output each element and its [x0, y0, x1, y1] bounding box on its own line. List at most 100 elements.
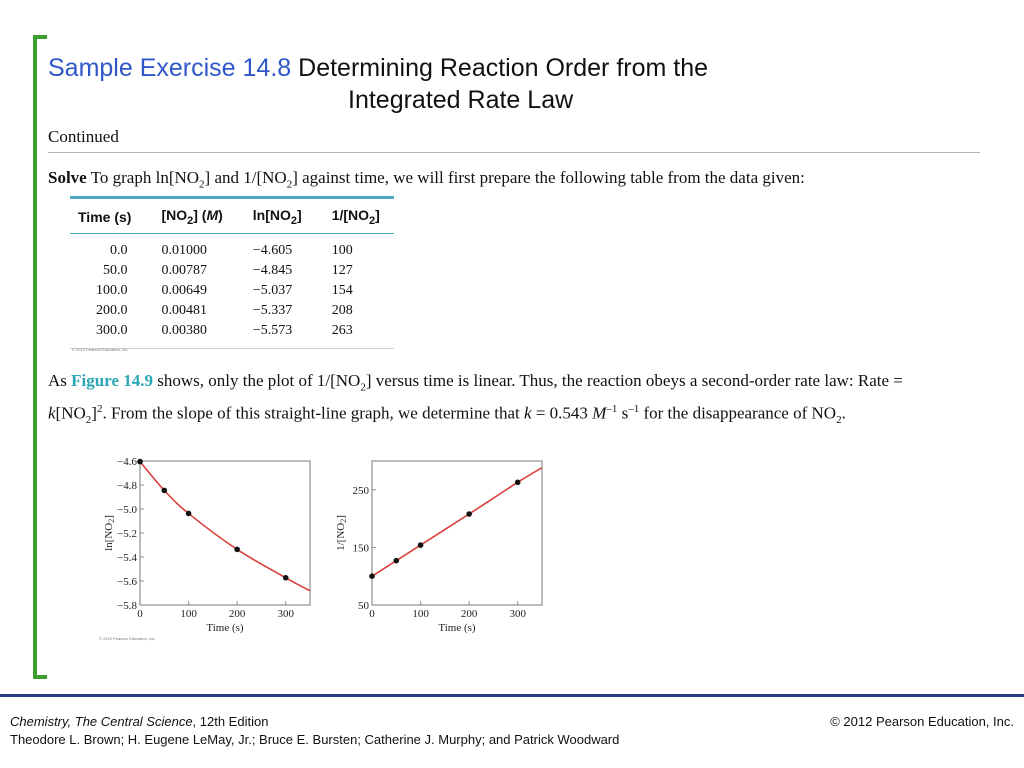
slide-bracket-bottom: [33, 675, 47, 679]
slide-title: Sample Exercise 14.8 Determining Reactio…: [48, 52, 868, 116]
y-tick-label: −5.2: [117, 528, 137, 540]
table-header-time: Time (s): [70, 196, 154, 234]
para-sup: 2: [96, 403, 103, 416]
figure-copyright: © 2012 Pearson Education, Inc.: [99, 636, 156, 641]
y-axis-label: 1/[NO2]: [335, 515, 348, 551]
x-tick-label: 100: [412, 608, 429, 620]
slide-bracket-vertical: [33, 35, 37, 679]
para-sup: –1: [606, 403, 618, 416]
title-line1: Determining Reaction Order from the: [298, 54, 709, 82]
footer-book-title: Chemistry, The Central Science: [10, 714, 193, 729]
data-point: [417, 542, 424, 548]
para-text: for the disappearance of NO: [639, 404, 837, 424]
table-cell: −5.037: [252, 282, 293, 298]
para-text: . From the slope of this straight-line g…: [102, 404, 525, 424]
table-cell: −5.573: [244, 320, 324, 349]
table-cell: −5.337: [252, 302, 293, 318]
table-cell: −4.605: [252, 242, 293, 258]
footer-copyright: © 2012 Pearson Education, Inc.: [830, 714, 1014, 729]
figure-link[interactable]: Figure 14.9: [71, 371, 154, 390]
table-cell: 0.00380: [153, 320, 245, 349]
y-tick-label: −4.8: [117, 480, 137, 492]
table-cell: 0.00649: [161, 282, 207, 298]
continued-label: Continued: [48, 127, 119, 146]
table-row: 0.0 0.01000 −4.605 100: [70, 233, 394, 261]
para-italic: M: [592, 404, 607, 424]
table-cell: 127: [331, 262, 353, 278]
title-line2: Integrated Rate Law: [348, 86, 574, 114]
para-italic: k: [48, 404, 56, 424]
footer-divider: [0, 694, 1024, 697]
table-cell: 0.01000: [161, 242, 207, 258]
title-prefix: Sample Exercise 14.8: [48, 54, 292, 82]
y-tick-label: 250: [353, 485, 370, 497]
solve-text: ] against time, we will first prepare th…: [292, 168, 805, 187]
y-tick-label: −4.6: [117, 456, 137, 468]
table-row: 100.0 0.00649 −5.037 154: [70, 281, 394, 301]
para-sub: 2: [836, 414, 842, 427]
inverse-no2-chart: 50 150 250 0 100 200 300 Time (s) 1/[NO2]: [335, 460, 543, 634]
table-header-inv: 1/[NO2]: [323, 196, 394, 234]
table-cell: 0.00481: [161, 302, 207, 318]
table-cell: −4.845: [252, 262, 293, 278]
para-italic: k: [524, 404, 532, 424]
y-tick-label: −5.6: [117, 576, 137, 588]
footer-book: Chemistry, The Central Science, 12th Edi…: [10, 714, 268, 729]
table-cell: 100.0: [95, 282, 128, 298]
para-sub: 2: [360, 381, 366, 394]
x-tick-label: 300: [509, 608, 526, 620]
para-sup: –1: [628, 403, 640, 416]
table-row: 300.0 0.00380 −5.573 263: [70, 320, 394, 349]
table-header-ln: ln[NO2]: [244, 196, 324, 234]
x-tick-label: 100: [180, 608, 197, 620]
para-text: shows, only the plot of 1/[NO: [153, 371, 361, 390]
y-axis-label: ln[NO2]: [103, 515, 116, 551]
table-copyright: © 2012 Pearson Education, Inc.: [72, 347, 129, 352]
x-tick-label: 0: [137, 608, 143, 620]
data-point: [234, 546, 240, 553]
plot-frame: [139, 460, 311, 606]
x-tick-label: 200: [461, 608, 478, 620]
table-row: 50.0 0.00787 −4.845 127: [70, 261, 394, 281]
para-text: ] versus time is linear. Thus, the react…: [365, 371, 903, 390]
table-cell: 154: [331, 282, 353, 298]
table-cell: 208: [331, 302, 353, 318]
footer-authors: Theodore L. Brown; H. Eugene LeMay, Jr.;…: [10, 732, 620, 747]
x-axis-label: Time (s): [438, 622, 476, 634]
table-cell: 263: [323, 320, 394, 349]
x-tick-label: 200: [229, 608, 246, 620]
para-text: s: [617, 404, 629, 424]
data-point: [282, 574, 289, 581]
solve-sub: 2: [286, 178, 293, 191]
table-cell: 200.0: [95, 302, 128, 318]
data-point: [369, 573, 375, 579]
data-table: Time (s) [NO2] (M) ln[NO2] 1/[NO2] 0.0 0.…: [70, 196, 394, 349]
solve-text: ] and 1/[NO: [204, 168, 287, 187]
data-point: [393, 557, 400, 564]
y-tick-label: 150: [353, 542, 370, 554]
para-text: ]: [91, 404, 97, 424]
x-axis-label: Time (s): [206, 622, 244, 634]
table-row: 200.0 0.00481 −5.337 208: [70, 301, 394, 321]
solve-sub: 2: [199, 178, 205, 191]
table-cell: 50.0: [102, 262, 128, 278]
ln-no2-chart: −4.6 −4.8 −5.0 −5.2 −5.4 −5.6 −5.80 100 200 300 Ti…: [103, 456, 311, 634]
y-tick-label: −5.0: [117, 504, 137, 516]
para-text: .: [841, 404, 846, 424]
data-point: [514, 479, 521, 486]
solve-paragraph: Solve To graph ln[NO2] and 1/[NO2] again…: [48, 167, 988, 195]
para-text: [NO: [55, 404, 86, 424]
data-point: [161, 487, 168, 494]
y-tick-label: 50: [358, 600, 370, 612]
table-header-conc: [NO2] (M): [153, 196, 245, 234]
table-cell: 300.0: [70, 320, 154, 349]
x-tick-label: 0: [369, 608, 375, 620]
header-divider: [48, 152, 980, 153]
para-text: As: [48, 371, 72, 390]
footer-edition: , 12th Edition: [192, 714, 269, 729]
y-tick-label: −5.8: [117, 600, 137, 612]
data-point: [185, 510, 192, 517]
plot-frame: [371, 460, 543, 606]
x-tick-label: 300: [277, 608, 294, 620]
table-cell: 100: [331, 242, 353, 258]
